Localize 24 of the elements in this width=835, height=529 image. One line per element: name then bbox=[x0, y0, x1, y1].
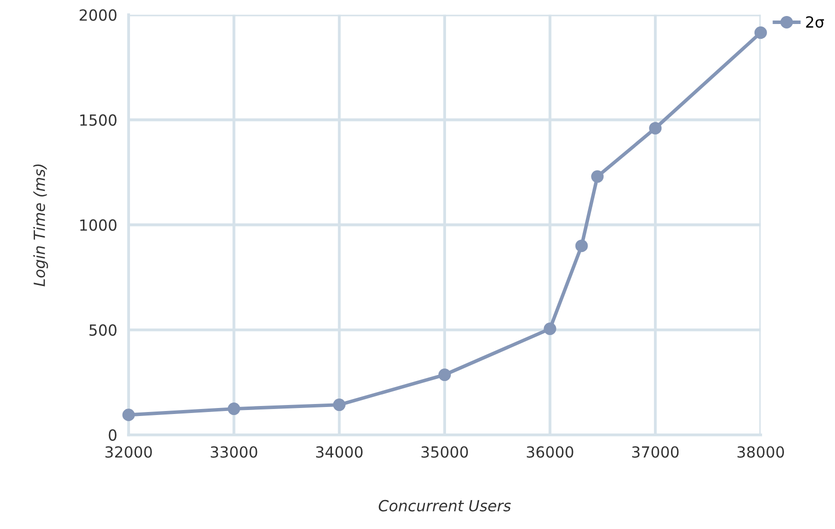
point bbox=[122, 408, 135, 422]
y-tick-label: 0 bbox=[108, 429, 116, 441]
x-tick-label: 38000 bbox=[738, 446, 784, 458]
point bbox=[591, 170, 604, 183]
y-tick-label: 2000 bbox=[80, 9, 116, 21]
x-tick-label: 33000 bbox=[210, 446, 258, 458]
point bbox=[438, 368, 451, 382]
x-tick-label: 32000 bbox=[105, 446, 152, 458]
y-axis-title: Login Time (ms) bbox=[33, 164, 48, 286]
y-tick-label: 1000 bbox=[80, 219, 116, 231]
point bbox=[649, 122, 662, 134]
x-tick-label: 37000 bbox=[632, 446, 679, 458]
x-tick-label: 35000 bbox=[422, 446, 468, 458]
point bbox=[754, 26, 767, 39]
x-tick-label: 34000 bbox=[316, 446, 363, 458]
legend-label: 2σ bbox=[806, 16, 824, 28]
point bbox=[333, 398, 346, 412]
point bbox=[544, 322, 556, 336]
y-tick-label: 500 bbox=[89, 324, 116, 336]
y-tick-label: 1500 bbox=[80, 114, 116, 126]
point bbox=[228, 402, 240, 416]
point bbox=[575, 240, 588, 252]
x-axis-title: Concurrent Users bbox=[378, 500, 511, 512]
x-tick-label: 36000 bbox=[526, 446, 574, 458]
